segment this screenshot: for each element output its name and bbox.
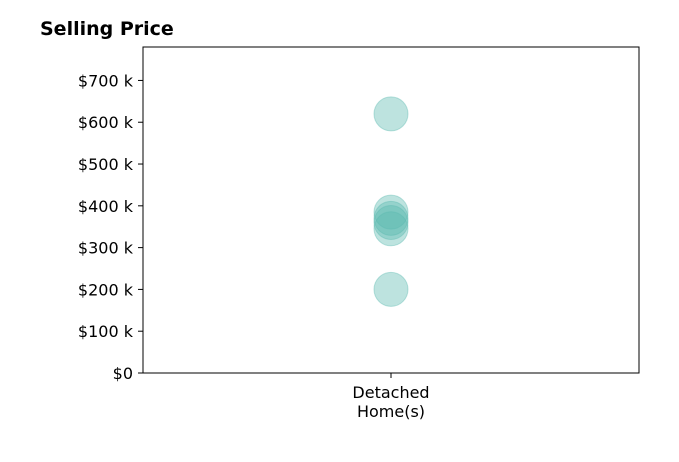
y-tick-label: $100 k [78, 322, 134, 341]
y-tick-label: $500 k [78, 155, 134, 174]
data-points [373, 96, 409, 307]
data-point [373, 205, 409, 241]
y-axis: $0 $100 k $200 k $300 k $400 k $500 k $600 k $7… [78, 71, 143, 383]
y-tick-label: $300 k [78, 239, 134, 258]
data-point [373, 271, 409, 307]
chart-title: Selling Price [40, 18, 174, 40]
y-tick-label: $700 k [78, 71, 134, 90]
y-tick-label: $0 [113, 364, 133, 383]
data-point [373, 211, 409, 247]
y-tick-label: $200 k [78, 280, 134, 299]
data-point [373, 200, 409, 236]
data-point [373, 194, 409, 230]
data-point [373, 96, 409, 132]
x-tick-label: Detached Home(s) [352, 383, 429, 421]
y-tick-label: $600 k [78, 113, 134, 132]
y-tick-label: $400 k [78, 197, 134, 216]
x-axis: Detached Home(s) [352, 373, 430, 421]
